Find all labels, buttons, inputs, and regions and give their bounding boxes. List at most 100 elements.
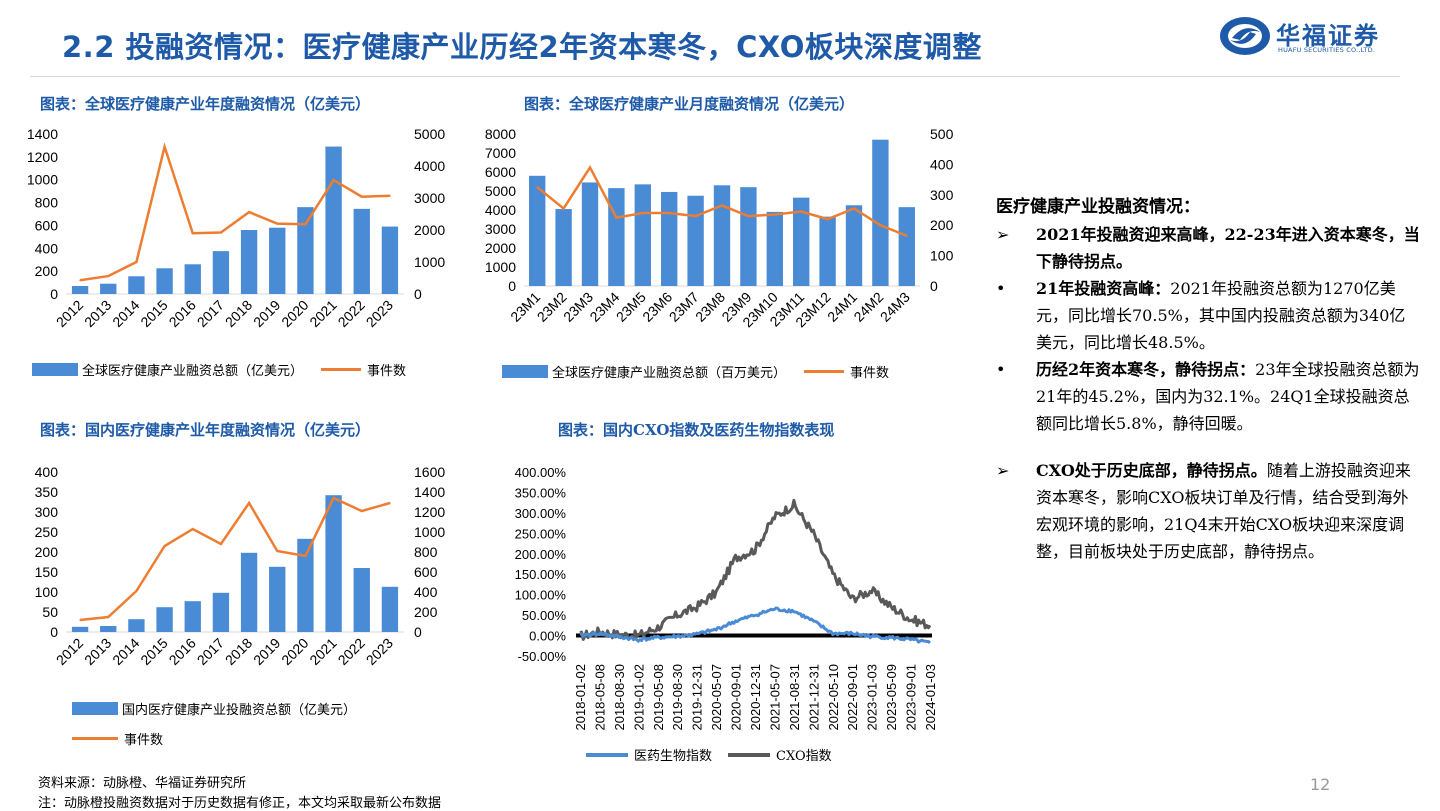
event-count-point [332,497,335,499]
logo-subtext: HUAFU SECURITIES CO.,LTD. [1278,46,1376,54]
chart1-legend-bar-label: 全球医疗健康产业融资总额（亿美元） [82,364,304,379]
y-right-tick-label: 1400 [414,484,445,500]
bar [100,283,117,294]
chart2-legend-line-label: 事件数 [850,366,890,381]
page-title: 2.2 投融资情况：医疗健康产业历经2年资本寒冬，CXO板块深度调整 [62,30,982,64]
chart2-title: 图表：全球医疗健康产业月度融资情况（亿美元） [524,95,855,113]
x-tick-label: 2021 [306,635,339,668]
bar [212,251,230,294]
legend-line-swatch [804,370,845,373]
x-tick-label: 2023-01-03 [865,664,880,731]
bar [156,268,173,294]
bar [845,205,863,286]
summary-item-bold: 2021年投融资迎来高峰，22-23年进入资本寒冬，当下静待拐点。 [1036,225,1420,271]
summary-item-text: 2021年投融资总额为1270亿美元，同比增长70.5%，其中国内投融资总额为3… [1036,279,1406,352]
x-tick-label: 2019-08-30 [670,664,685,731]
event-count-point [389,194,391,197]
event-count-point [276,222,279,225]
bar [353,208,370,294]
x-tick-label: 2019 [250,635,283,668]
x-tick-label: 2017 [194,635,227,668]
y-right-tick-label: 2000 [414,222,445,238]
bar [381,226,399,294]
x-tick-label: 2016 [166,635,199,668]
y-right-tick-label: 4000 [414,158,445,174]
y-left-tick-label: 50 [42,604,58,620]
y-left-tick-label: 5000 [485,183,516,199]
event-count-point [248,211,250,213]
legend-line-swatch [72,737,118,740]
y-left-tick-label: 200 [35,263,59,279]
y-right-tick-label: 300 [930,187,954,203]
y-tick-label: -50.00% [518,649,567,664]
y-left-tick-label: 200 [35,544,59,560]
event-count-point [248,502,250,504]
x-tick-label: 2023 [363,635,396,668]
y-right-tick-label: 0 [414,286,422,302]
bar [687,195,704,286]
bar [766,211,783,286]
y-left-tick-label: 300 [35,504,59,520]
y-left-tick-label: 8000 [485,126,516,142]
bar [325,146,342,294]
event-count-point [107,275,110,277]
event-count-point [562,207,565,210]
event-count-point [747,215,750,217]
y-left-tick-label: 0 [50,624,58,640]
y-left-tick-label: 400 [35,464,59,480]
x-tick-label: 2024-01-03 [923,664,938,731]
summary-panel: 医疗健康产业投融资情况： ➢ 2021年投融资迎来高峰，22-23年进入资本寒冬… [996,192,1421,565]
bar [581,182,599,286]
event-count-point [332,179,335,181]
x-tick-label: 2019-01-02 [631,664,646,731]
bar [212,592,230,632]
x-tick-label: 23M4 [586,289,622,325]
y-tick-label: 150.00% [515,567,567,582]
x-tick-label: 2023-05-09 [884,664,899,731]
x-tick-label: 2015 [137,297,170,330]
chart3-title: 图表：国内医疗健康产业年度融资情况（亿美元） [40,421,371,439]
x-tick-label: 2014 [109,297,142,330]
y-left-tick-label: 4000 [485,202,516,218]
y-left-tick-label: 600 [35,217,59,233]
event-count-point [220,231,222,234]
bar [297,207,314,294]
y-tick-label: 100.00% [515,588,567,603]
event-count-point [107,616,110,618]
x-tick-label: 2018 [222,635,255,668]
event-count-line [79,496,391,622]
y-left-tick-label: 100 [35,584,59,600]
summary-item-bold: CXO处于历史底部，静待拐点。 [1036,461,1267,480]
bar [128,619,145,632]
x-tick-label: 2016 [166,297,199,330]
x-tick-label: 24M2 [850,289,886,325]
logo-text: 华福证券 [1276,22,1380,50]
bar [634,184,651,286]
x-tick-label: 2020 [278,635,311,668]
bar [71,286,89,294]
x-tick-label: 2022 [335,635,368,668]
x-tick-label: 2019-05-08 [651,664,666,731]
event-count-point [853,207,855,210]
x-tick-label: 2023-09-01 [904,664,919,731]
summary-item-text: 23年全球投融资总额为21年的45.2%，国内为32.1%。24Q1全球投融资总… [1036,360,1420,433]
bar [819,216,836,286]
legend-pharma-swatch [586,752,628,757]
x-tick-label: 2018-05-08 [592,664,607,731]
event-count-point [906,235,908,237]
event-count-point [536,186,538,188]
legend-bar-swatch [502,365,548,378]
chart1-legend-line-label: 事件数 [367,364,407,379]
legend-cxo-swatch [728,752,771,757]
x-tick-label: 24M1 [824,289,860,325]
x-tick-label: 2020 [278,297,311,330]
y-right-tick-label: 400 [930,156,954,172]
chart4-cxo-index: -50.00% 0.00% 50.00% 100.00% 150.00% 200.00% 2… [515,465,938,731]
event-count-point [276,550,279,552]
y-right-tick-label: 3000 [414,190,445,206]
page-number: 12 [1310,775,1331,794]
event-count-point [163,545,166,547]
event-count-point [304,555,307,557]
event-count-point [774,213,776,216]
x-tick-label: 2015 [137,635,170,668]
